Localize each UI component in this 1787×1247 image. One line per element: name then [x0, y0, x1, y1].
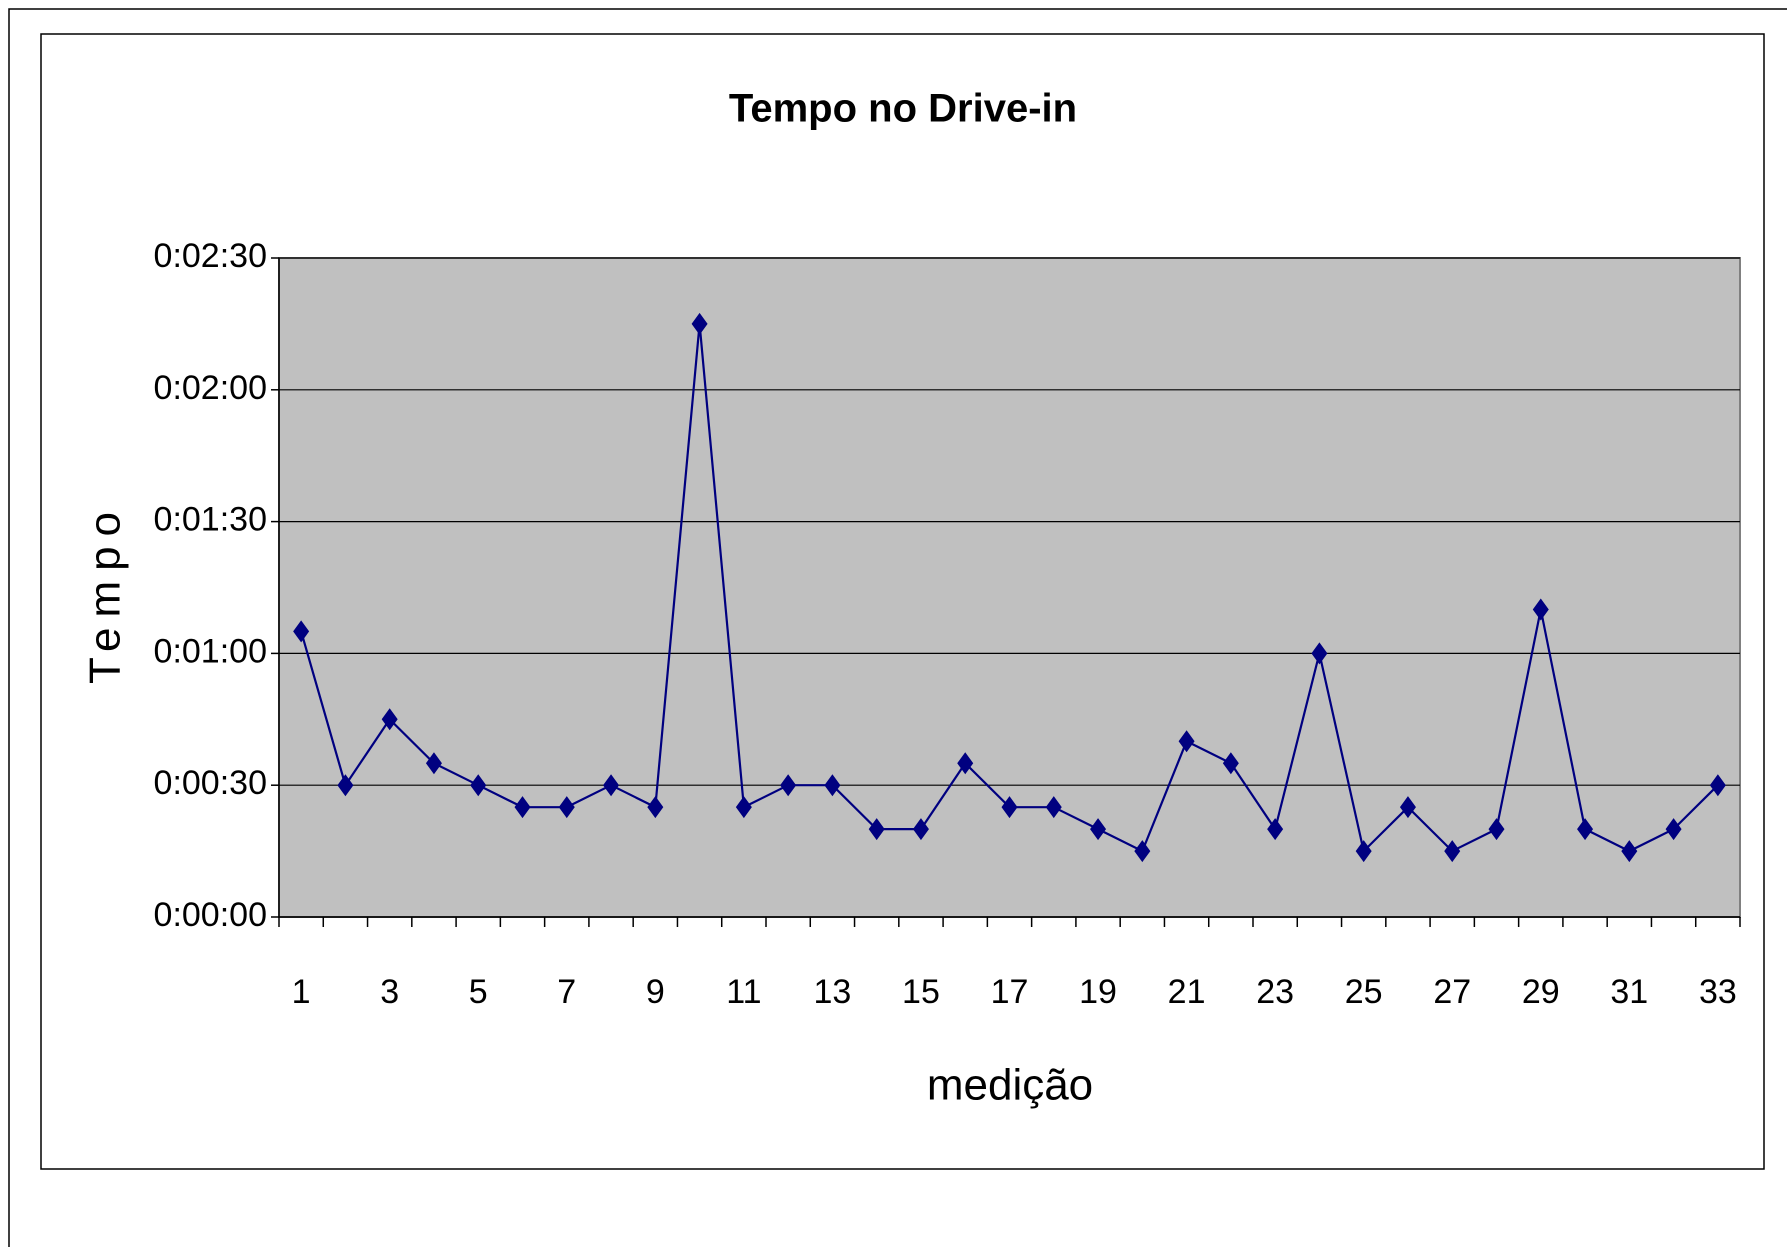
x-axis-label: medição [927, 1061, 1093, 1110]
x-tick-label: 29 [1522, 973, 1560, 1011]
x-tick-label: 3 [380, 973, 399, 1011]
chart-title: Tempo no Drive-in [729, 87, 1077, 131]
data-point [957, 752, 974, 775]
x-tick-label: 17 [991, 973, 1029, 1011]
x-tick-label: 31 [1610, 973, 1648, 1011]
y-tick-label: 0:02:00 [154, 369, 267, 407]
y-tick-label: 0:02:30 [154, 237, 267, 275]
data-point [1001, 796, 1018, 819]
x-tick-label: 25 [1345, 973, 1383, 1011]
data-point [1267, 818, 1284, 841]
data-point [514, 796, 531, 819]
y-tick-label: 0:01:00 [154, 632, 267, 670]
x-tick-label: 27 [1433, 973, 1471, 1011]
data-point [1222, 752, 1239, 775]
data-point [691, 312, 708, 335]
data-point [337, 774, 354, 797]
x-tick-label: 15 [902, 973, 940, 1011]
data-point [1709, 774, 1726, 797]
data-point [780, 774, 797, 797]
data-point [381, 708, 398, 731]
data-point [1621, 840, 1638, 863]
data-point [558, 796, 575, 819]
data-point [1311, 642, 1328, 665]
x-tick-label: 19 [1079, 973, 1117, 1011]
x-tick-label: 7 [557, 973, 576, 1011]
data-point [647, 796, 664, 819]
data-point [1665, 818, 1682, 841]
x-tick-label: 11 [726, 973, 761, 1011]
data-point [1090, 818, 1107, 841]
x-tick-label: 1 [292, 973, 311, 1011]
data-point [735, 796, 752, 819]
data-point [1532, 598, 1549, 621]
x-tick-label: 23 [1256, 973, 1294, 1011]
data-point [1488, 818, 1505, 841]
y-tick-label: 0:01:30 [154, 501, 267, 539]
data-point [1134, 840, 1151, 863]
data-point [425, 752, 442, 775]
x-tick-label: 33 [1699, 973, 1737, 1011]
data-point [1178, 730, 1195, 753]
data-point [1045, 796, 1062, 819]
data-point [1577, 818, 1594, 841]
data-point [1399, 796, 1416, 819]
x-tick-label: 5 [469, 973, 488, 1011]
data-point [824, 774, 841, 797]
data-point [603, 774, 620, 797]
x-tick-label: 21 [1168, 973, 1206, 1011]
data-point [868, 818, 885, 841]
y-tick-label: 0:00:00 [154, 896, 267, 934]
data-point [912, 818, 929, 841]
data-point [470, 774, 487, 797]
x-tick-label: 13 [813, 973, 851, 1011]
x-tick-label: 9 [646, 973, 665, 1011]
data-point [293, 620, 310, 643]
y-tick-label: 0:00:30 [154, 764, 267, 802]
data-point [1355, 840, 1372, 863]
y-axis-label: Tempo [81, 502, 130, 684]
data-point [1444, 840, 1461, 863]
